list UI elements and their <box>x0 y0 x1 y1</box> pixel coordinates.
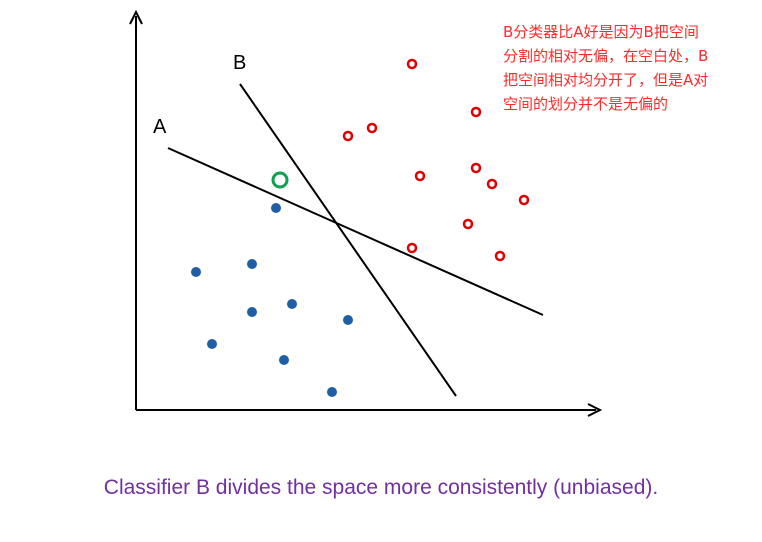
red-point <box>486 178 498 190</box>
red-points <box>342 58 530 262</box>
classifier-a-label: A <box>153 116 167 138</box>
red-point <box>414 170 426 182</box>
blue-point <box>207 339 217 349</box>
red-point <box>470 162 482 174</box>
blue-point <box>287 299 297 309</box>
red-point <box>470 106 482 118</box>
blue-point <box>279 355 289 365</box>
blue-point <box>327 387 337 397</box>
classifier-line-a <box>167 147 544 316</box>
red-point <box>518 194 530 206</box>
x-axis-arrowhead <box>587 403 603 417</box>
classifier-b-label: B <box>233 52 247 74</box>
blue-point <box>343 315 353 325</box>
caption: Classifier B divides the space more cons… <box>103 476 659 499</box>
new-point <box>271 171 289 189</box>
blue-point <box>271 203 281 213</box>
annotation-note: B分类器比A好是因为B把空间 分割的相对无偏，在空白处，B 把空间相对均分开了，… <box>503 23 709 113</box>
y-axis-arrowhead <box>129 9 143 25</box>
blue-point <box>191 267 201 277</box>
red-point <box>342 130 354 142</box>
blue-point <box>247 259 257 269</box>
axes <box>129 9 603 417</box>
red-point <box>406 58 418 70</box>
red-point <box>462 218 474 230</box>
classifier-line-b <box>239 83 457 397</box>
blue-points <box>191 203 353 397</box>
red-point <box>366 122 378 134</box>
blue-point <box>247 307 257 317</box>
red-point <box>406 242 418 254</box>
red-point <box>494 250 506 262</box>
